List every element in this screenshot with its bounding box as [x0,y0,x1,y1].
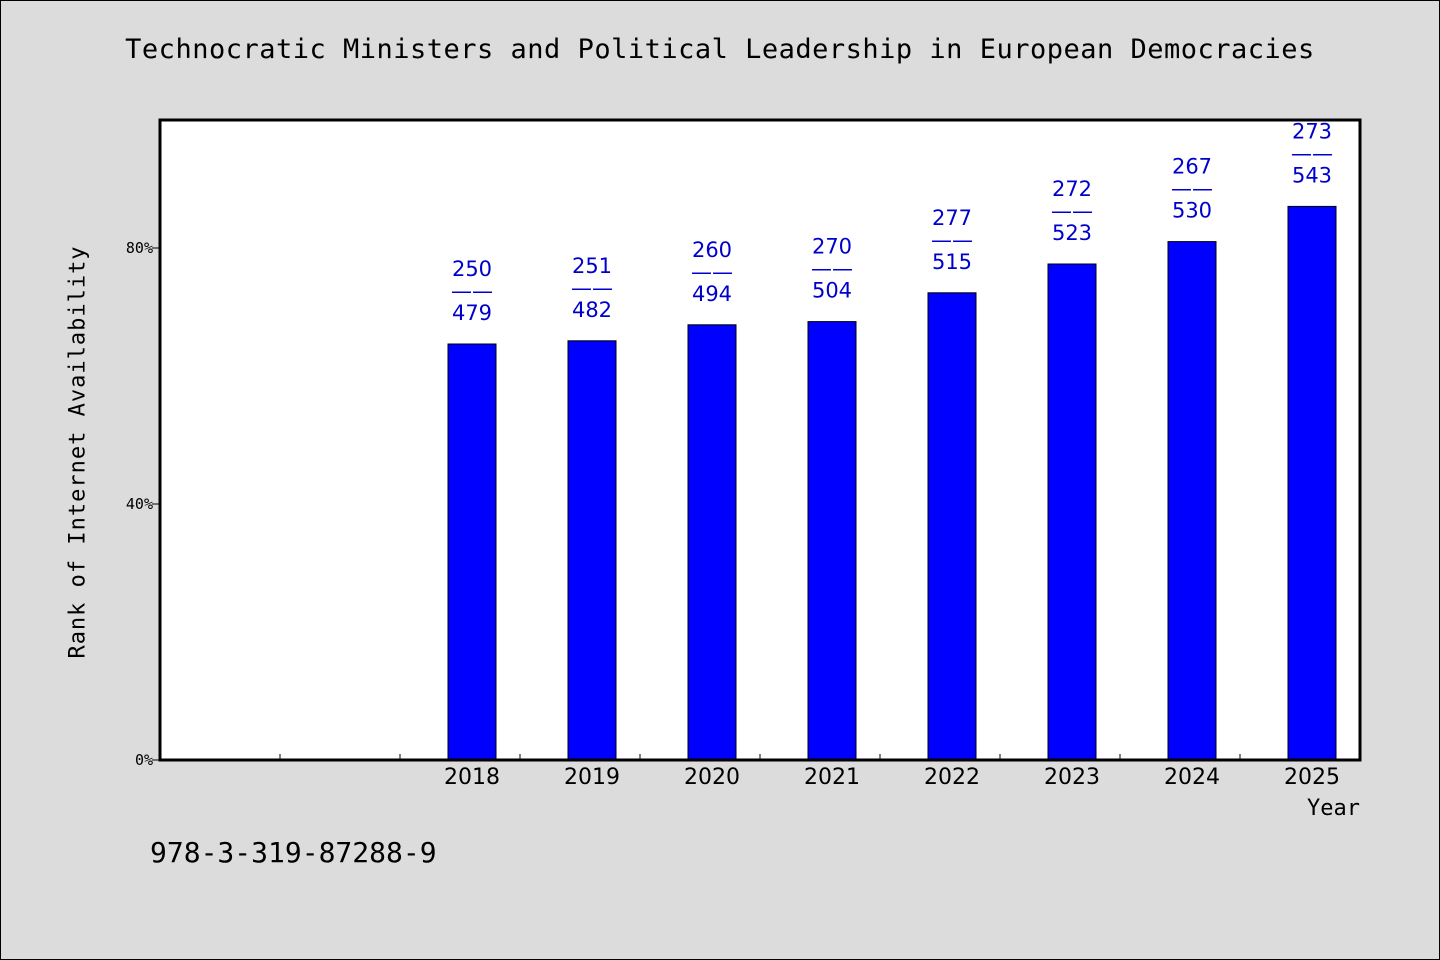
x-tick-label: 2024 [1164,765,1220,790]
isbn-text: 978-3-319-87288-9 [150,836,437,869]
bar-2025 [1287,205,1337,761]
data-label-2019: 251 [572,254,612,278]
data-label-2018: 250 [452,257,492,281]
data-label-2019: —— [571,276,613,300]
data-label-2020: —— [691,260,733,284]
bar-2018 [447,343,497,761]
data-label-2023: 523 [1052,221,1092,245]
data-label-2024: 267 [1172,155,1212,179]
x-tick-label: 2019 [564,765,620,790]
x-tick-label: 2018 [444,765,500,790]
data-label-2021: —— [811,257,853,281]
data-label-2025: —— [1291,141,1333,165]
x-tick-label: 2023 [1044,765,1100,790]
data-label-2022: 277 [932,206,972,230]
bar-2019 [567,340,617,761]
x-tick-label: 2020 [684,765,740,790]
data-label-2022: 515 [932,250,972,274]
data-label-2025: 543 [1292,163,1332,187]
data-label-2020: 494 [692,282,732,306]
x-tick-label: 2021 [804,765,860,790]
data-label-2021: 270 [812,235,852,259]
bar-2020 [687,324,737,761]
plot-frame [158,118,1362,762]
data-label-2023: —— [1051,199,1093,223]
data-label-2025: 273 [1292,119,1332,143]
y-tick-label: 40% [126,495,153,513]
bar-2021 [807,321,857,761]
chart-title: Technocratic Ministers and Political Lea… [125,34,1315,65]
y-tick-label: 80% [126,239,153,257]
data-label-2018: —— [451,279,493,303]
bar-2024 [1167,241,1217,761]
data-label-2023: 272 [1052,177,1092,201]
data-label-2021: 504 [812,279,852,303]
data-label-2020: 260 [692,238,732,262]
x-axis-label: Year [1307,796,1360,821]
data-label-2022: —— [931,228,973,252]
data-label-2024: 530 [1172,199,1212,223]
plot-area [160,120,1360,760]
x-tick-label: 2022 [924,765,980,790]
data-label-2024: —— [1171,177,1213,201]
y-tick-label: 0% [135,751,153,769]
data-label-2019: 482 [572,298,612,322]
data-label-2018: 479 [452,301,492,325]
x-tick-label: 2025 [1284,765,1340,790]
bar-2022 [927,292,977,761]
bar-2023 [1047,263,1097,761]
